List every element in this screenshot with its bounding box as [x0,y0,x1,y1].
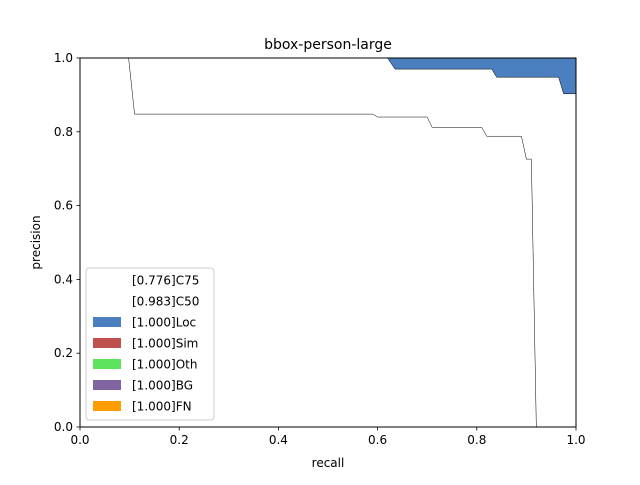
legend-swatch [93,275,121,285]
y-tick-label: 0.0 [54,420,73,434]
legend-label: [1.000]BG [132,379,193,393]
chart-title: bbox-person-large [264,37,392,53]
legend-label: [1.000]Loc [132,316,196,330]
y-axis-ticks: 0.0 0.2 0.4 0.6 0.8 1.0 [54,51,80,434]
x-tick-label: 0.6 [368,433,387,447]
legend: [0.776]C75 [0.983]C50 [1.000]Loc [1.000]Sim… [85,267,215,421]
y-tick-label: 0.8 [54,125,73,139]
y-tick-label: 1.0 [54,51,73,65]
legend-swatch [93,296,121,306]
x-tick-label: 0.0 [70,433,89,447]
x-axis-ticks: 0.0 0.2 0.4 0.6 0.8 1.0 [70,427,586,447]
curve-line-1 [80,57,576,95]
area-2 [80,58,576,94]
y-axis-label: precision [29,215,43,269]
legend-label: [0.983]C50 [132,295,199,309]
x-tick-label: 0.4 [269,433,288,447]
x-tick-label: 1.0 [566,433,585,447]
legend-label: [0.776]C75 [132,274,199,288]
legend-label: [1.000]Oth [132,358,197,372]
area-1 [80,58,576,427]
legend-items: [0.776]C75 [0.983]C50 [1.000]Loc [1.000]Sim… [93,274,199,414]
x-axis-label: recall [312,456,345,470]
legend-label: [1.000]Sim [132,337,198,351]
y-tick-label: 0.6 [54,199,73,213]
y-tick-label: 0.4 [54,272,73,286]
plot-frame [79,57,577,428]
legend-swatch [93,359,121,369]
legend-label: [1.000]FN [132,400,192,414]
legend-swatch [93,317,121,327]
y-tick-label: 0.2 [54,346,73,360]
legend-swatch [93,338,121,348]
curve-line-0 [80,57,576,428]
legend-swatch [93,380,121,390]
legend-swatch [93,401,121,411]
x-tick-label: 0.2 [170,433,189,447]
x-tick-label: 0.8 [467,433,486,447]
